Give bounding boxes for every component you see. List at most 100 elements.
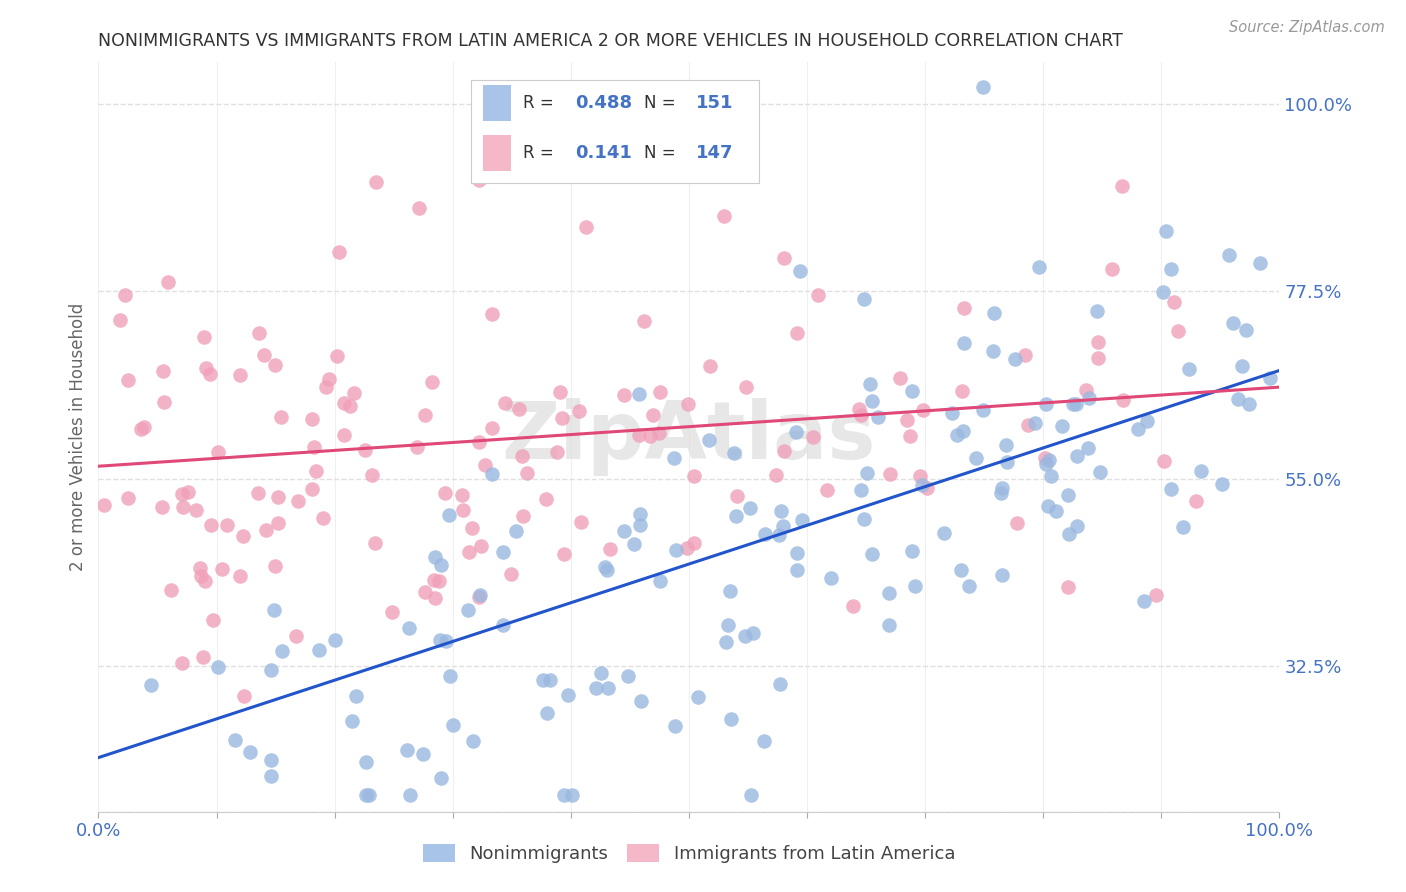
Point (1258, 371, 1281, 385)
Point (356, 788, 378, 802)
Point (1062, 397, 1084, 411)
Point (995, 455, 1018, 469)
Point (648, 385, 671, 400)
Point (699, 359, 721, 373)
Point (877, 618, 900, 632)
Point (494, 396, 516, 410)
Point (267, 516, 290, 530)
Point (860, 394, 883, 409)
Point (191, 649, 214, 664)
Point (725, 489, 748, 503)
Point (911, 477, 934, 491)
Point (1189, 464, 1212, 478)
Point (1144, 589, 1167, 603)
Point (512, 508, 534, 523)
Point (628, 387, 651, 401)
Point (568, 403, 591, 417)
Point (405, 440, 427, 454)
Point (1005, 516, 1028, 531)
Point (1111, 178, 1133, 193)
Point (468, 590, 491, 604)
Point (1024, 416, 1046, 430)
Point (287, 494, 309, 508)
Point (950, 563, 973, 577)
Point (315, 380, 337, 394)
Point (941, 406, 963, 420)
Point (264, 358, 287, 372)
Point (946, 428, 969, 442)
Point (259, 753, 281, 767)
Text: N =: N = (644, 144, 681, 161)
Point (1087, 351, 1109, 366)
Point (333, 396, 356, 410)
Point (463, 734, 485, 748)
Point (1237, 397, 1260, 411)
Point (423, 550, 446, 565)
Point (1136, 414, 1159, 428)
Point (339, 399, 361, 413)
Point (1066, 519, 1088, 533)
Point (740, 501, 762, 516)
Point (877, 586, 900, 600)
Point (451, 503, 474, 517)
Point (308, 642, 330, 657)
Point (270, 643, 292, 657)
Point (1185, 493, 1208, 508)
Point (676, 541, 699, 556)
Text: NONIMMIGRANTS VS IMMIGRANTS FROM LATIN AMERICA 2 OR MORE VEHICLES IN HOUSEHOLD C: NONIMMIGRANTS VS IMMIGRANTS FROM LATIN A… (98, 32, 1123, 50)
Point (354, 755, 377, 769)
Point (1004, 352, 1026, 367)
Point (1036, 499, 1059, 513)
Text: ZipAtlas: ZipAtlas (502, 398, 876, 476)
Point (153, 395, 176, 409)
Point (1045, 503, 1067, 517)
Point (596, 563, 619, 577)
Point (177, 485, 200, 500)
Point (901, 384, 924, 399)
Point (773, 252, 796, 266)
Point (399, 788, 422, 802)
Point (718, 584, 741, 599)
Point (427, 574, 450, 589)
Point (139, 678, 162, 692)
Point (815, 483, 838, 497)
Point (531, 673, 554, 687)
Point (508, 402, 530, 417)
Point (263, 603, 285, 617)
Point (752, 734, 775, 748)
Point (633, 314, 655, 328)
Point (114, 287, 136, 301)
Point (638, 429, 661, 443)
Point (239, 745, 262, 759)
Point (789, 264, 811, 278)
Point (723, 446, 745, 460)
Point (413, 584, 436, 599)
Point (253, 348, 276, 362)
Point (820, 571, 842, 585)
Point (364, 174, 387, 188)
Point (1038, 453, 1060, 467)
Point (785, 425, 807, 439)
Point (260, 770, 283, 784)
Point (990, 481, 1012, 495)
Point (641, 408, 664, 422)
Point (412, 747, 434, 761)
Point (1057, 488, 1080, 502)
Point (357, 788, 380, 802)
Point (1014, 348, 1036, 362)
Point (461, 521, 484, 535)
Point (207, 660, 229, 674)
Point (1249, 256, 1271, 270)
Point (437, 508, 460, 523)
Point (613, 388, 636, 402)
Point (247, 326, 270, 341)
Point (860, 547, 883, 561)
Text: 0.488: 0.488 (575, 95, 631, 112)
Point (481, 421, 503, 435)
Text: Source: ZipAtlas.com: Source: ZipAtlas.com (1229, 20, 1385, 35)
Point (117, 373, 139, 387)
Bar (482, 135, 512, 170)
Point (628, 507, 651, 521)
Point (664, 450, 686, 465)
Point (195, 361, 218, 376)
